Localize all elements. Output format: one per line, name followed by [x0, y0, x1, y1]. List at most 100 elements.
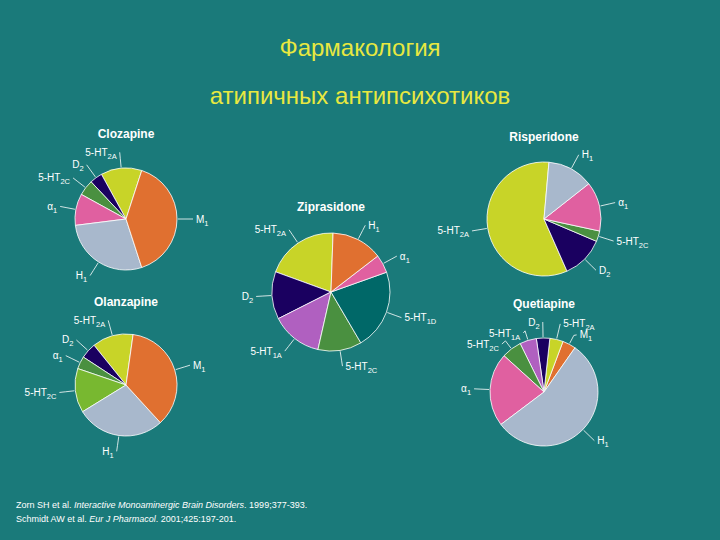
- leader-line: [557, 324, 560, 339]
- pie-chart: 5-HT2AD25-HT1A5-HT2C5-HT1Dα1H1Ziprasidon…: [242, 200, 437, 374]
- chart-root: Фармакология атипичных антипсихотиков 5-HT…: [0, 0, 720, 540]
- slice-label: α1: [47, 201, 57, 215]
- label-subscript: 1: [624, 202, 628, 211]
- slice-label: α1: [53, 350, 63, 364]
- pie-title: Clozapine: [98, 127, 155, 141]
- title: Фармакология: [279, 34, 440, 61]
- label-main: H: [597, 435, 604, 446]
- label-subscript: 1: [83, 275, 87, 284]
- slice-label: M1: [196, 214, 209, 228]
- slice-label: 5-HT1A: [250, 346, 281, 360]
- label-subscript: 2: [606, 270, 610, 279]
- slice-label: D2: [599, 265, 610, 279]
- label-main: H: [368, 220, 375, 231]
- slice-label: D2: [242, 291, 253, 305]
- leader-line: [73, 178, 85, 187]
- slice-label: M1: [193, 360, 206, 374]
- pie-title: Ziprasidone: [297, 200, 365, 214]
- label-subscript: 1: [201, 365, 205, 374]
- background: [0, 0, 720, 540]
- leader-line: [289, 230, 297, 242]
- slice-label: 5-HT2C: [467, 339, 499, 353]
- pie-slice: [544, 162, 589, 219]
- leader-line: [285, 339, 294, 351]
- label-main: D: [599, 265, 606, 276]
- pie-slice: [126, 170, 177, 267]
- leader-line: [358, 225, 365, 238]
- leader-line: [601, 203, 616, 206]
- footnote-part: Interactive Monoaminergic Brain Disorder…: [74, 500, 245, 510]
- label-main: M: [196, 214, 204, 225]
- slice-label: 5-HT2C: [617, 236, 649, 250]
- label-subscript: 1: [204, 219, 208, 228]
- slice-label: 5-HT2A: [563, 318, 594, 332]
- label-main: 5-HT: [563, 318, 585, 329]
- pie-slice: [331, 233, 378, 292]
- slice-label: α1: [400, 251, 410, 265]
- label-main: 5-HT: [85, 147, 107, 158]
- label-subscript: 1A: [511, 333, 520, 342]
- slice-label: H1: [597, 435, 608, 449]
- label-subscript: 2C: [368, 366, 378, 375]
- label-subscript: 1: [376, 225, 380, 234]
- slice-label: 5-HT2A: [438, 225, 469, 239]
- slice-label: H1: [76, 270, 87, 284]
- label-subscript: 2C: [60, 177, 70, 186]
- slice-label: α1: [618, 197, 628, 211]
- leader-line: [585, 260, 596, 271]
- slice-label: 5-HT1D: [404, 312, 436, 326]
- label-subscript: 1D: [427, 317, 437, 326]
- leader-line: [502, 341, 511, 348]
- footnote: Schmidt AW et al. Eur J Pharmacol. 2001;…: [16, 514, 236, 524]
- leader-line: [384, 256, 397, 263]
- leader-line: [340, 351, 342, 366]
- pie-chart: 5-HT2AD25-HT2Cα1H1M1Clozapine: [38, 127, 208, 284]
- pie-slice: [126, 334, 177, 422]
- subtitle: атипичных антипсихотиков: [210, 82, 511, 109]
- label-subscript: 2C: [489, 344, 499, 353]
- label-main: H: [102, 446, 109, 457]
- label-main: 5-HT: [489, 328, 511, 339]
- label-main: D: [72, 159, 79, 170]
- slice-label: 5-HT2C: [25, 387, 57, 401]
- leader-line: [59, 391, 74, 393]
- label-subscript: 2: [249, 296, 253, 305]
- label-subscript: 1: [59, 355, 63, 364]
- slice-label: D2: [72, 159, 83, 173]
- label-subscript: 2: [79, 164, 83, 173]
- leader-line: [60, 206, 75, 209]
- footnote-part: Eur J Pharmacol: [89, 514, 157, 524]
- leader-line: [117, 436, 119, 451]
- pie-chart: 5-HT2AD2α15-HT2CH1M1Olanzapine: [25, 295, 206, 459]
- slice-label: 5-HT2A: [255, 224, 286, 238]
- label-main: 5-HT: [250, 346, 272, 357]
- footnote-part: Zorn SH et al.: [16, 500, 74, 510]
- label-main: D: [528, 317, 535, 328]
- pie-chart: M15-HT2AD25-HT1A5-HT2Cα1H1Quetiapine: [461, 297, 609, 449]
- leader-line: [572, 155, 579, 168]
- leader-line: [542, 322, 543, 337]
- label-main: D: [62, 334, 69, 345]
- label-main: 5-HT: [617, 236, 639, 247]
- slice-label: H1: [102, 446, 113, 460]
- label-subscript: 2A: [108, 152, 117, 161]
- label-subscript: 1: [406, 256, 410, 265]
- label-main: 5-HT: [74, 315, 96, 326]
- leader-line: [599, 237, 613, 242]
- slice-label: D2: [528, 317, 539, 331]
- label-main: H: [582, 149, 589, 160]
- slice-label: 5-HT2A: [85, 147, 116, 161]
- label-subscript: 2C: [47, 392, 57, 401]
- label-main: 5-HT: [467, 339, 489, 350]
- label-main: D: [242, 291, 249, 302]
- footnote-part: . 1999;377-393.: [244, 500, 307, 510]
- label-subscript: 2A: [585, 323, 594, 332]
- label-main: M: [193, 360, 201, 371]
- label-subscript: 1: [467, 388, 471, 397]
- label-main: 5-HT: [25, 387, 47, 398]
- slice-label: 5-HT2C: [38, 172, 70, 186]
- label-main: 5-HT: [438, 225, 460, 236]
- footnote-part: . 2001;425:197-201.: [156, 514, 237, 524]
- slice-label: α1: [461, 383, 471, 397]
- label-subscript: 2A: [277, 229, 286, 238]
